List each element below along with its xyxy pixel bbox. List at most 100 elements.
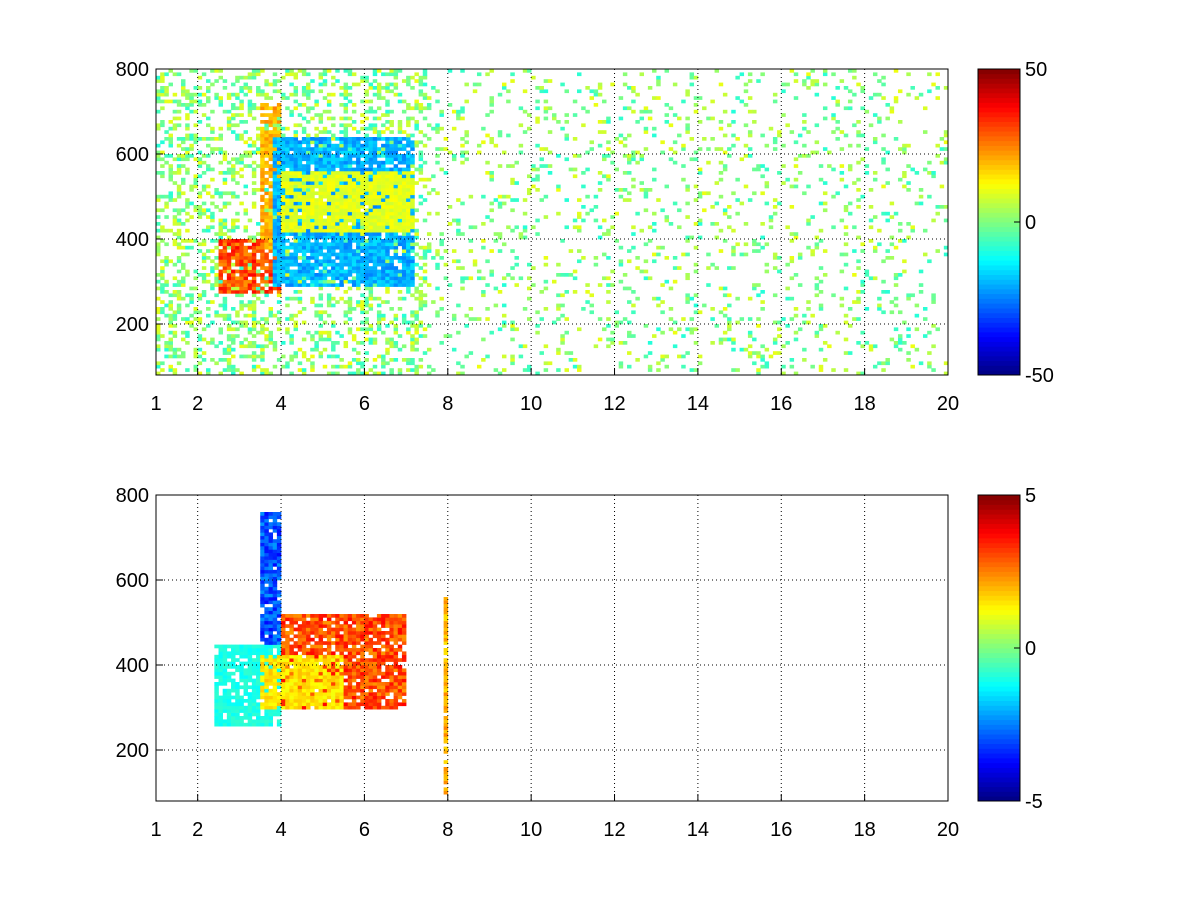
heatmap-cell [176, 184, 182, 189]
heatmap-cell [789, 232, 795, 236]
heatmap-cell [451, 109, 457, 114]
heatmap-cell [451, 259, 457, 264]
heatmap-cell [777, 133, 782, 138]
heatmap-cell [389, 137, 394, 141]
heatmap-cell [276, 147, 282, 151]
heatmap-cell [210, 215, 215, 219]
heatmap-cell [793, 164, 799, 168]
heatmap-cell [843, 208, 849, 213]
heatmap-cell [197, 347, 203, 352]
heatmap-cell [164, 354, 169, 359]
heatmap-cell [414, 371, 419, 376]
heatmap-cell [406, 143, 411, 148]
heatmap-cell [406, 320, 411, 325]
heatmap-cell [460, 286, 465, 291]
heatmap-cell [264, 529, 269, 533]
heatmap-cell [710, 116, 715, 121]
heatmap-cell [343, 313, 349, 318]
heatmap-cell [318, 259, 324, 264]
heatmap-cell [239, 644, 244, 649]
heatmap-cell [260, 719, 265, 724]
heatmap-cell [689, 330, 695, 335]
heatmap-cell [314, 303, 319, 308]
heatmap-cell [426, 232, 432, 236]
heatmap-cell [247, 716, 253, 720]
heatmap-cell [326, 116, 332, 121]
heatmap-cell [335, 147, 340, 151]
heatmap-cell [268, 130, 274, 134]
heatmap-cell [822, 208, 828, 213]
heatmap-cell [468, 351, 474, 355]
heatmap-cell [376, 283, 382, 287]
heatmap-cell [364, 218, 369, 223]
heatmap-cell [164, 303, 169, 308]
heatmap-cell [281, 96, 286, 100]
heatmap-cell [160, 79, 165, 83]
heatmap-cell [518, 106, 524, 111]
heatmap-cell [181, 103, 186, 107]
heatmap-cell [856, 235, 861, 240]
heatmap-cell [260, 273, 265, 277]
heatmap-cell [235, 685, 240, 690]
heatmap-cell [214, 79, 219, 83]
heatmap-cell [797, 154, 803, 158]
heatmap-cell [664, 354, 670, 359]
heatmap-cell [239, 262, 244, 267]
heatmap-cell [201, 211, 207, 216]
heatmap-cell [172, 99, 178, 104]
heatmap-cell [306, 273, 311, 277]
heatmap-cell [214, 137, 219, 141]
heatmap-cell [201, 239, 207, 243]
heatmap-cell [264, 722, 269, 727]
heatmap-cell [689, 368, 695, 372]
heatmap-cell [401, 167, 407, 172]
heatmap-cell [543, 89, 549, 94]
heatmap-cell [693, 96, 699, 100]
heatmap-cell [685, 351, 690, 355]
heatmap-cell [260, 368, 265, 372]
heatmap-cell [356, 130, 361, 134]
heatmap-cell [468, 239, 474, 243]
heatmap-cell [306, 120, 311, 124]
heatmap-cell [927, 330, 932, 335]
heatmap-cell [385, 222, 390, 226]
heatmap-cell [343, 89, 349, 94]
heatmap-cell [276, 157, 282, 162]
heatmap-cell [276, 160, 282, 165]
heatmap-cell [268, 644, 274, 649]
heatmap-cell [168, 259, 173, 264]
heatmap-cell [222, 702, 228, 707]
heatmap-cell [397, 290, 403, 294]
heatmap-cell [397, 160, 403, 165]
heatmap-cell [264, 525, 269, 530]
heatmap-cell [247, 658, 253, 662]
heatmap-cell [393, 222, 399, 226]
heatmap-cell [418, 290, 424, 294]
colorbar-segment [978, 121, 1020, 127]
heatmap-cell [360, 126, 365, 131]
heatmap-cell [389, 82, 394, 87]
heatmap-cell [226, 160, 232, 165]
heatmap-cell [251, 695, 257, 700]
heatmap-cell [306, 215, 311, 219]
heatmap-cell [631, 154, 636, 158]
heatmap-cell [364, 143, 369, 148]
heatmap-cell [318, 232, 324, 236]
heatmap-cell [643, 191, 649, 196]
heatmap-cell [264, 130, 269, 134]
heatmap-cell [381, 239, 386, 243]
heatmap-cell [347, 205, 353, 209]
heatmap-cell [681, 364, 686, 369]
heatmap-cell [285, 296, 290, 301]
heatmap-cell [256, 232, 261, 236]
heatmap-cell [406, 174, 411, 179]
heatmap-cell [468, 276, 474, 281]
heatmap-cell [176, 290, 182, 294]
heatmap-cell [743, 347, 749, 352]
heatmap-cell [760, 364, 765, 369]
heatmap-cell [268, 249, 274, 253]
heatmap-cell [372, 252, 378, 257]
heatmap-cell [364, 358, 369, 362]
heatmap-cell [585, 283, 590, 287]
heatmap-cell [210, 194, 215, 199]
